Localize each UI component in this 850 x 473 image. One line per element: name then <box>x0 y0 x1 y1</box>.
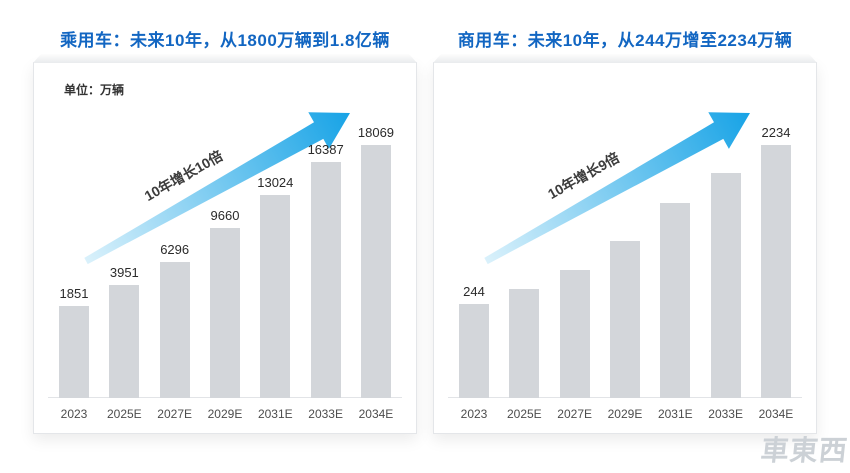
bar-column: 6296 2027E <box>151 242 199 421</box>
commercial-vehicle-chart-title: 商用车：未来10年，从244万增至2234万辆 <box>457 31 793 50</box>
bars-container: 244 2023 2025E 2027E 2029E 2031E 2033E 2234 2034… <box>450 125 800 421</box>
x-axis-label: 2031E <box>657 407 693 421</box>
bar <box>310 162 341 398</box>
bar-column: 2025E <box>500 269 548 421</box>
unit-label: 单位：万辆 <box>64 83 125 97</box>
bar-value-label: 3951 <box>109 265 139 280</box>
panel-lid <box>33 54 417 63</box>
bar-value-label: 6296 <box>160 242 190 257</box>
bar-column: 1851 2023 <box>50 286 98 421</box>
bar <box>260 195 291 398</box>
bar-column: 2029E <box>601 221 649 421</box>
bar <box>59 306 89 398</box>
x-axis-label: 2029E <box>607 407 643 421</box>
x-axis-label: 2033E <box>308 407 343 421</box>
x-axis-label: 2034E <box>758 407 794 421</box>
bar <box>760 145 791 398</box>
x-axis-label: 2023 <box>60 407 88 421</box>
x-axis-label: 2027E <box>557 407 592 421</box>
bar <box>609 241 640 398</box>
bar <box>559 270 590 398</box>
bar <box>360 145 391 398</box>
x-axis-label: 2025E <box>506 407 542 421</box>
x-axis-label: 2027E <box>157 407 192 421</box>
bar <box>459 304 489 398</box>
panel-lid <box>433 54 817 63</box>
x-axis-label: 2031E <box>257 407 293 421</box>
commercial-vehicle-chart-panel: 10年增长9倍 244 2023 2025E 2027E 2029E 2031E 2033E… <box>433 62 817 434</box>
bar-column: 18069 2034E <box>352 125 400 421</box>
x-axis-label: 2033E <box>708 407 743 421</box>
bar-column: 2033E <box>702 153 750 421</box>
bar <box>710 173 741 398</box>
x-axis-label: 2023 <box>460 407 488 421</box>
bar-value-label: 13024 <box>257 175 294 190</box>
x-axis-label: 2029E <box>207 407 243 421</box>
x-axis-label: 2025E <box>106 407 142 421</box>
bar-column: 244 2023 <box>450 284 498 421</box>
bar <box>159 262 190 398</box>
bar <box>109 285 140 398</box>
watermark-logo: 車東西 <box>759 435 850 466</box>
bar <box>209 228 240 398</box>
passenger-vehicle-chart-title: 乘用车：未来10年，从1800万辆到1.8亿辆 <box>60 31 390 50</box>
bar-value-label: 2234 <box>761 125 791 140</box>
bar-value-label: 18069 <box>357 125 395 140</box>
bar-column: 16387 2033E <box>302 142 350 421</box>
passenger-vehicle-chart-panel: 单位：万辆 10年增长10倍 1851 2023 3951 2025E 6296 2027… <box>33 62 417 434</box>
bar-value-label: 244 <box>463 284 485 299</box>
bar <box>660 203 691 398</box>
bar-column: 13024 2031E <box>251 175 299 421</box>
bar-column: 2234 2034E <box>752 125 800 421</box>
bar-column: 2031E <box>651 183 699 421</box>
bar <box>509 289 540 398</box>
bar-value-label: 1851 <box>59 286 89 301</box>
bar-column: 2027E <box>551 250 599 421</box>
bar-value-label: 16387 <box>307 142 344 157</box>
bar-column: 3951 2025E <box>100 265 148 421</box>
x-axis-label: 2034E <box>358 407 394 421</box>
bar-value-label: 9660 <box>210 208 240 223</box>
bar-column: 9660 2029E <box>201 208 249 421</box>
bars-container: 1851 2023 3951 2025E 6296 2027E 9660 2029E 13024… <box>50 125 400 421</box>
